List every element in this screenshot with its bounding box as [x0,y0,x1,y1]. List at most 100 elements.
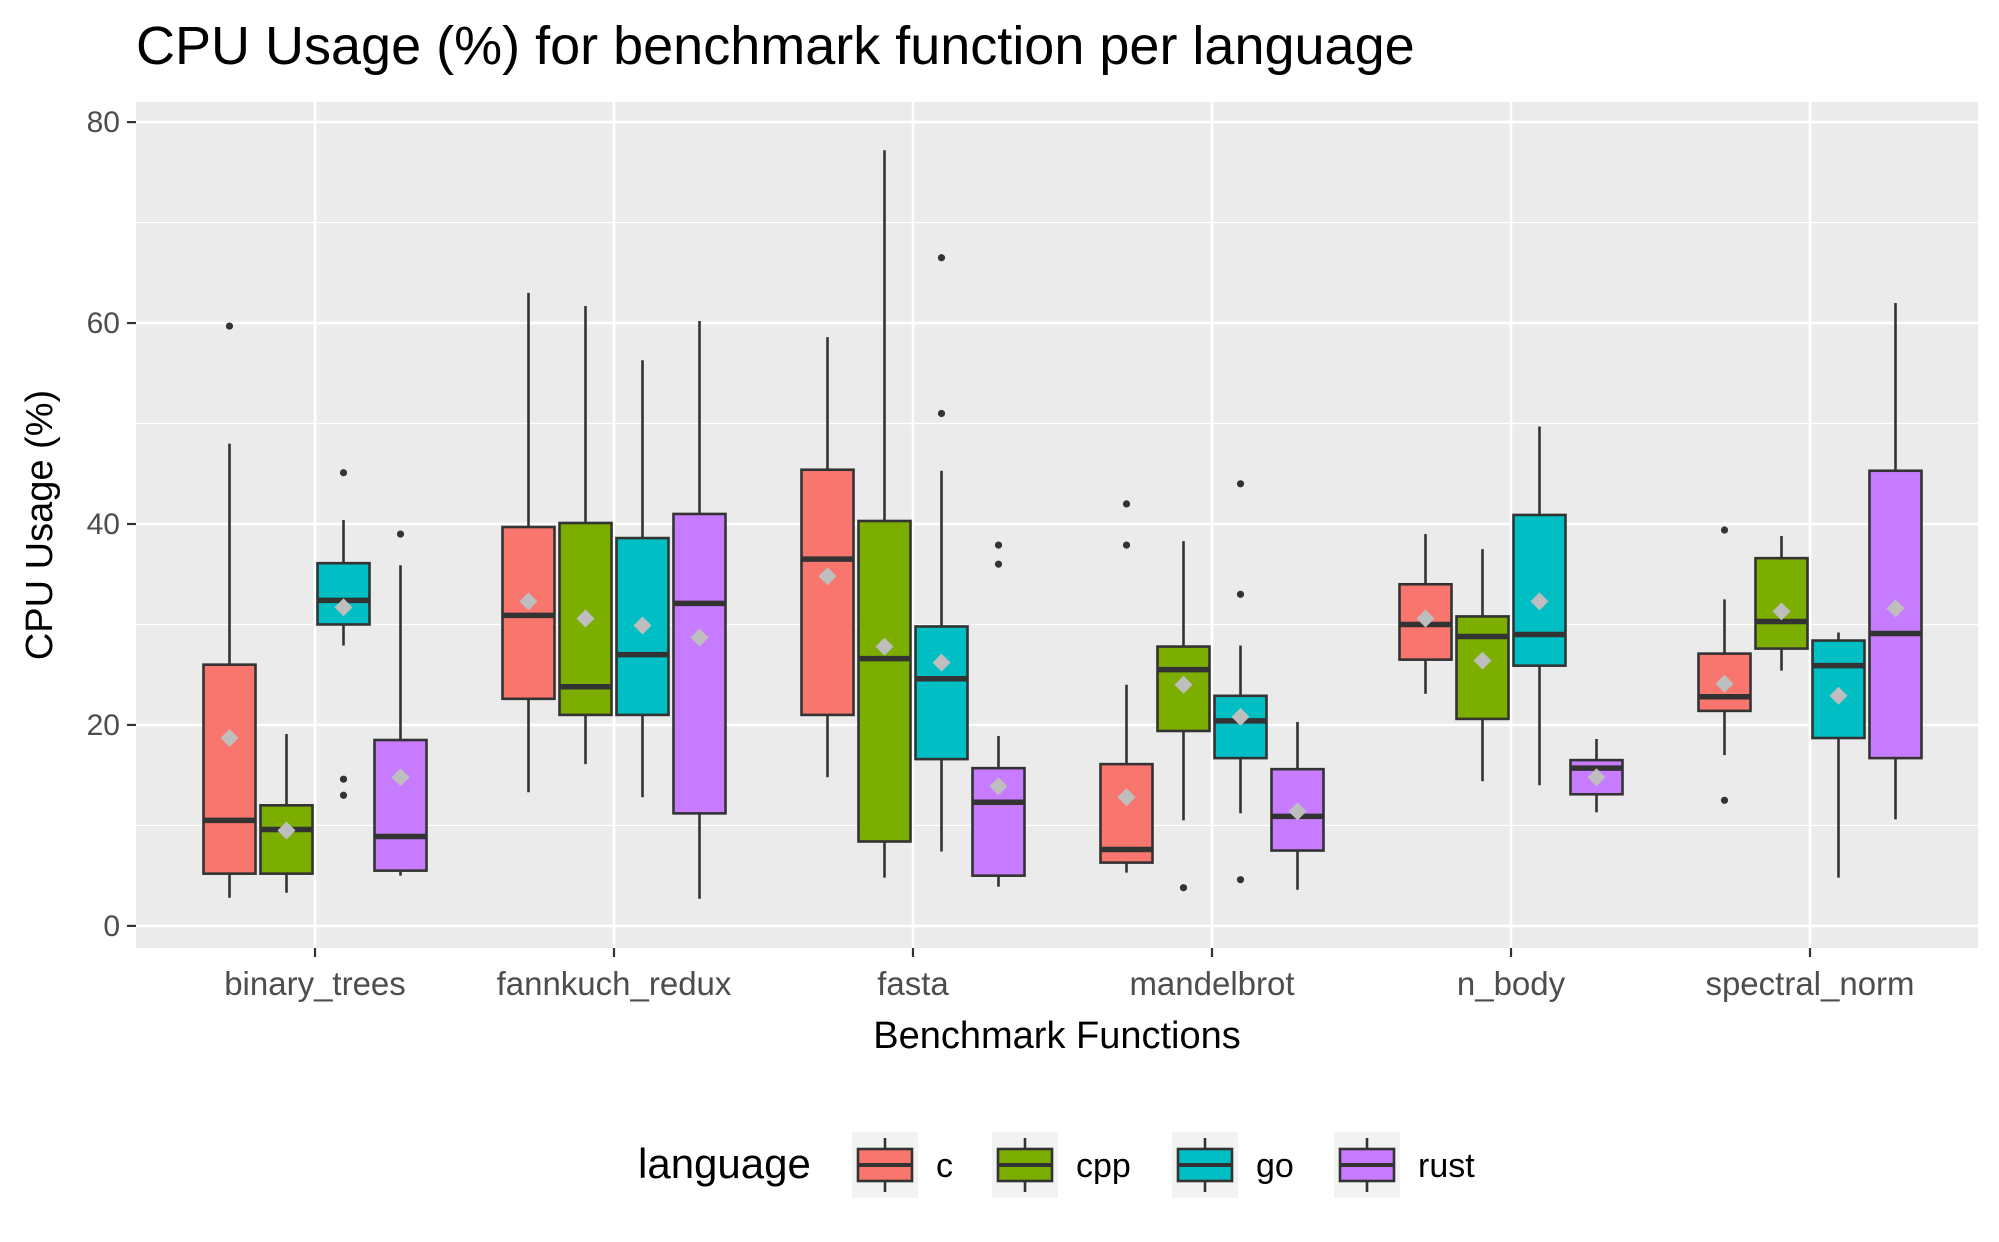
boxplot-c-mandelbrot [1099,500,1154,873]
legend-label: rust [1418,1147,1475,1185]
outlier-point [994,541,1003,549]
boxplot-go-fannkuch_redux [615,360,670,798]
iqr-box [857,519,912,843]
iqr-box [672,512,727,815]
y-tick-label: 0 [103,910,120,943]
y-tick-label: 40 [87,508,120,541]
boxplot-cpp-n_body [1455,549,1510,782]
boxplot-rust-mandelbrot [1270,721,1325,890]
outlier-point [1236,876,1245,884]
legend-item-go: go [1172,1132,1294,1198]
mean-marker [1174,675,1193,694]
y-tick-label: 80 [87,106,120,139]
mean-marker [1530,592,1549,611]
boxplot-go-binary_trees [316,469,371,799]
y-axis-title: CPU Usage (%) [19,390,61,660]
mean-marker [1886,599,1905,618]
legend-item-cpp: cpp [992,1132,1131,1198]
boxplot-rust-fannkuch_redux [672,321,727,899]
outlier-point [339,775,348,783]
outlier-point [1720,796,1729,804]
boxplot-cpp-mandelbrot [1156,541,1211,892]
iqr-box [1512,513,1567,667]
outlier-point [339,791,348,799]
boxplot-c-fannkuch_redux [501,292,556,793]
x-axis-title: Benchmark Functions [873,1015,1241,1057]
mean-marker [1587,768,1606,787]
mean-marker [1473,651,1492,670]
mean-marker [519,592,538,611]
x-tick-label: fannkuch_redux [497,965,732,1002]
outlier-point [1236,590,1245,598]
outlier-point [1122,541,1131,549]
grid [136,102,1978,948]
outlier-point [1122,500,1131,508]
boxplot-rust-n_body [1569,739,1624,813]
boxplot-go-n_body [1512,426,1567,786]
x-tick-label: n_body [1457,965,1566,1002]
iqr-box [259,804,314,875]
legend-label: c [936,1147,953,1185]
mean-marker [277,821,296,840]
legend-label: go [1256,1147,1294,1185]
outlier-point [1720,526,1729,534]
legend-title: language [638,1140,811,1187]
outlier-point [1179,884,1188,892]
legend-label: cpp [1076,1147,1131,1185]
x-tick-label: fasta [877,965,949,1002]
mean-marker [220,729,239,748]
mean-marker [1772,602,1791,621]
mean-marker [1231,707,1250,726]
outlier-point [225,322,234,330]
mean-marker [1715,674,1734,693]
boxplot-cpp-fasta [857,150,912,878]
data-layer [202,150,1923,899]
outlier-point [937,254,946,262]
outlier-point [1236,480,1245,488]
outlier-point [396,530,405,538]
legend-item-c: c [852,1132,953,1198]
boxplot-cpp-binary_trees [259,733,314,893]
iqr-box [1099,762,1154,864]
y-tick-label: 20 [87,709,120,742]
boxplot-go-fasta [914,254,969,852]
boxplot-c-spectral_norm [1697,526,1752,804]
iqr-box [373,738,428,872]
mean-marker [1416,609,1435,628]
legend-item-rust: rust [1334,1132,1475,1198]
boxplot-c-n_body [1398,534,1453,694]
iqr-box [1213,694,1268,760]
axes: 0 20 40 60 80 binary_trees fannkuch_redux fasta… [87,106,1915,1002]
boxplot-c-fasta [800,337,855,778]
outlier-point [339,469,348,477]
boxplot-cpp-fannkuch_redux [558,305,613,765]
boxplot-go-spectral_norm [1811,632,1866,878]
boxplot-rust-spectral_norm [1868,302,1923,820]
mean-marker [633,616,652,635]
boxplot-rust-fasta [971,541,1026,887]
mean-marker [1117,788,1136,807]
iqr-box [202,663,257,875]
x-tick-label: mandelbrot [1129,965,1294,1002]
x-tick-label: binary_trees [224,965,406,1002]
x-tick-label: spectral_norm [1705,965,1914,1002]
mean-marker [875,637,894,656]
mean-marker [1829,686,1848,705]
chart-title: CPU Usage (%) for benchmark function per… [136,16,1415,76]
mean-marker [690,628,709,647]
outlier-point [994,560,1003,568]
boxplot-rust-binary_trees [373,530,428,876]
mean-marker [818,567,837,586]
mean-marker [576,609,595,628]
boxplot-go-mandelbrot [1213,480,1268,884]
outlier-point [937,409,946,418]
legend: language c cpp go rust [638,1132,1475,1198]
iqr-box [800,468,855,717]
mean-marker [1288,802,1307,821]
iqr-box [914,625,969,761]
boxplot-cpp-spectral_norm [1754,536,1809,671]
mean-marker [989,777,1008,796]
mean-marker [391,768,410,787]
